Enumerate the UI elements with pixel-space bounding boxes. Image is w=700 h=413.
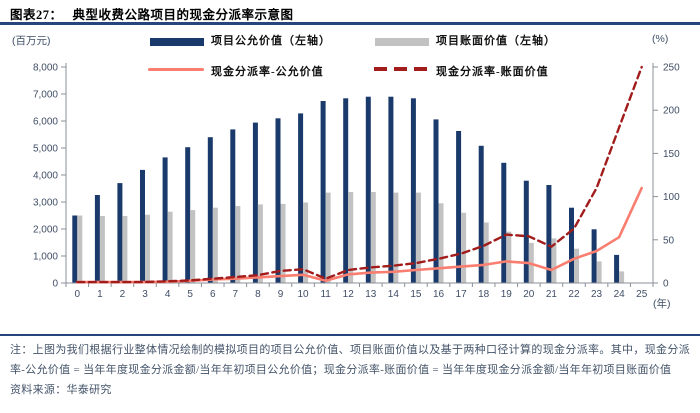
axes: [61, 63, 658, 287]
figure-note: 注：上图为我们根据行业整体情况绘制的模拟项目的项目公允价值、项目账面价值以及基于…: [10, 344, 690, 376]
legend-swatch-rate-book-line: [374, 67, 432, 71]
svg-text:0: 0: [663, 279, 669, 290]
svg-text:2: 2: [120, 289, 126, 300]
svg-text:200: 200: [663, 106, 680, 117]
title-underline: [0, 22, 700, 25]
svg-text:6: 6: [210, 289, 216, 300]
legend-swatch-fair-value-bar: [150, 38, 204, 46]
figure-source: 资料来源：华泰研究: [10, 384, 112, 396]
legend-label-book-value-bar: 项目账面价值（左轴）: [436, 35, 556, 47]
legend-swatch-rate-fair-line: [148, 68, 204, 71]
legend-label-fair-value-bar: 项目公允价值（左轴）: [211, 35, 331, 47]
svg-text:50: 50: [663, 235, 675, 246]
bars-book-value: [77, 192, 625, 283]
figure-number: 图表27：: [10, 8, 63, 22]
svg-text:24: 24: [614, 289, 626, 300]
svg-text:0: 0: [52, 279, 58, 290]
svg-text:8,000: 8,000: [33, 63, 58, 74]
figure-footer: 注：上图为我们根据行业整体情况绘制的模拟项目的项目公允价值、项目账面价值以及基于…: [0, 334, 700, 400]
bars-fair-value: [72, 96, 620, 284]
svg-text:16: 16: [433, 289, 445, 300]
svg-text:7,000: 7,000: [33, 90, 58, 101]
svg-text:23: 23: [591, 289, 603, 300]
plot-svg: 0 1,000 2,000 3,000 4,000 5,000 6,000 7,000 8,00…: [33, 63, 680, 301]
svg-text:4,000: 4,000: [33, 171, 58, 182]
legend-swatch-book-value-bar: [375, 38, 429, 46]
svg-text:5,000: 5,000: [33, 144, 58, 155]
legend-label-rate-book-line: 现金分派率-账面价值: [436, 66, 549, 78]
svg-text:0: 0: [75, 289, 81, 300]
svg-text:19: 19: [501, 289, 513, 300]
svg-text:100: 100: [663, 192, 680, 203]
svg-text:250: 250: [663, 63, 680, 74]
svg-text:4: 4: [165, 289, 171, 300]
svg-text:5: 5: [187, 289, 193, 300]
figure-title: 图表27： 典型收费公路项目的现金分派率示意图: [10, 4, 294, 23]
tick-labels: 0 1,000 2,000 3,000 4,000 5,000 6,000 7,000 8,00…: [33, 63, 680, 301]
svg-text:8: 8: [255, 289, 261, 300]
x-axis-unit: (年): [653, 298, 671, 310]
legend-label-rate-fair-line: 现金分派率-公允价值: [211, 66, 324, 78]
right-axis-unit: (%): [652, 33, 669, 45]
svg-text:10: 10: [297, 289, 309, 300]
page-title: 典型收费公路项目的现金分派率示意图: [72, 8, 294, 22]
svg-text:12: 12: [343, 289, 355, 300]
svg-text:25: 25: [636, 289, 648, 300]
svg-text:14: 14: [388, 289, 400, 300]
svg-text:15: 15: [410, 289, 422, 300]
svg-text:13: 13: [365, 289, 377, 300]
svg-text:7: 7: [233, 289, 239, 300]
svg-text:1,000: 1,000: [33, 252, 58, 263]
svg-text:3,000: 3,000: [33, 198, 58, 209]
svg-text:9: 9: [278, 289, 284, 300]
svg-text:20: 20: [523, 289, 535, 300]
svg-text:150: 150: [663, 149, 680, 160]
svg-text:21: 21: [546, 289, 558, 300]
svg-text:2,000: 2,000: [33, 225, 58, 236]
line-rate-book-value: [76, 65, 643, 284]
svg-text:17: 17: [456, 289, 468, 300]
svg-text:1: 1: [97, 289, 103, 300]
svg-text:11: 11: [320, 289, 331, 300]
svg-text:3: 3: [142, 289, 148, 300]
svg-text:6,000: 6,000: [33, 117, 58, 128]
svg-text:18: 18: [478, 289, 490, 300]
svg-text:22: 22: [568, 289, 580, 300]
left-axis-unit: (百万元): [12, 35, 51, 47]
